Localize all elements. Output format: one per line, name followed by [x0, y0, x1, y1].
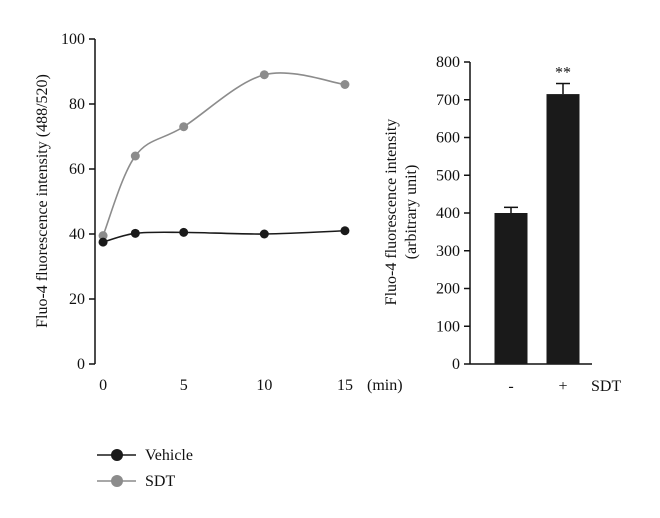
- line-chart-x-tick-label: 0: [99, 377, 107, 394]
- series-point-sdt: [259, 70, 269, 80]
- significance-marker: **: [555, 65, 571, 82]
- series-point-sdt: [98, 231, 108, 241]
- bar-chart-y-axis-title-line2: (arbitrary unit): [403, 165, 420, 260]
- bar-chart-y-tick-label: 600: [436, 130, 460, 147]
- line-chart-x-tick-label: 15: [337, 377, 353, 394]
- line-chart-y-tick-label: 40: [69, 226, 85, 243]
- line-chart-y-tick-label: 100: [61, 31, 85, 48]
- bar: [494, 213, 528, 364]
- legend-marker-sdt: [111, 475, 123, 487]
- series-point-sdt: [340, 80, 350, 89]
- legend: Vehicle SDT: [97, 447, 193, 490]
- series-point-vehicle: [98, 237, 108, 247]
- bar-chart-y-tick-label: 400: [436, 205, 460, 222]
- series-point-vehicle: [259, 229, 269, 239]
- bar-chart-y-tick-label: 200: [436, 281, 460, 298]
- bar-chart: Fluo-4 fluorescence intensity (arbitrary…: [383, 54, 621, 395]
- line-chart-x-tick-label: 5: [180, 377, 188, 394]
- bar-chart-y-tick-label: 500: [436, 167, 460, 184]
- bar-chart-y-tick-label: 100: [436, 318, 460, 335]
- line-chart-y-tick-label: 0: [77, 356, 85, 373]
- series-point-vehicle: [340, 226, 350, 236]
- line-chart-y-tick-label: 80: [69, 96, 85, 113]
- bar-chart-y-tick-label: 700: [436, 92, 460, 109]
- bar-chart-x-labels: - +: [508, 378, 567, 395]
- line-chart-x-unit: (min): [367, 377, 403, 394]
- bar-chart-bars: **: [494, 65, 580, 365]
- series-point-sdt: [179, 122, 189, 132]
- bar: [546, 94, 580, 365]
- bar-chart-y-tick-label: 300: [436, 243, 460, 260]
- line-chart-x-tick-label: 10: [256, 377, 272, 394]
- line-chart: Fluo-4 fluorescence intensity (488/520) …: [34, 31, 403, 394]
- series-point-vehicle: [179, 227, 189, 237]
- line-chart-y-tick-label: 20: [69, 291, 85, 308]
- line-chart-y-tick-label: 60: [69, 161, 85, 178]
- legend-label-sdt: SDT: [145, 473, 175, 490]
- bar-chart-y-tick-label: 800: [436, 54, 460, 71]
- line-chart-y-axis-title: Fluo-4 fluorescence intensity (488/520): [34, 74, 51, 328]
- bar-chart-category-label: +: [558, 378, 567, 395]
- series-point-vehicle: [130, 228, 140, 238]
- bar-chart-y-ticks: 0 100 200 300 400 500 600 700 800: [436, 54, 470, 373]
- legend-marker-vehicle: [111, 449, 123, 461]
- legend-label-vehicle: Vehicle: [145, 447, 193, 464]
- bar-chart-category-label: -: [508, 378, 513, 395]
- bar-chart-category-axis-label: SDT: [591, 378, 621, 395]
- bar-chart-y-axis-title-line1: Fluo-4 fluorescence intensity: [383, 119, 400, 306]
- line-chart-x-ticks: 0 5 10 15: [99, 377, 353, 394]
- line-chart-series: [98, 70, 350, 247]
- series-point-sdt: [130, 151, 140, 161]
- bar-chart-y-tick-label: 0: [452, 356, 460, 373]
- line-chart-y-ticks: 0 20 40 60 80 100: [61, 31, 95, 373]
